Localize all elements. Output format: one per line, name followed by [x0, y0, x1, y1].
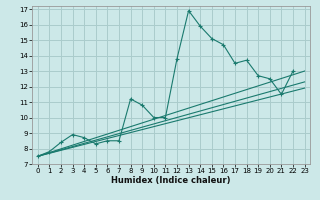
X-axis label: Humidex (Indice chaleur): Humidex (Indice chaleur) [111, 176, 231, 185]
